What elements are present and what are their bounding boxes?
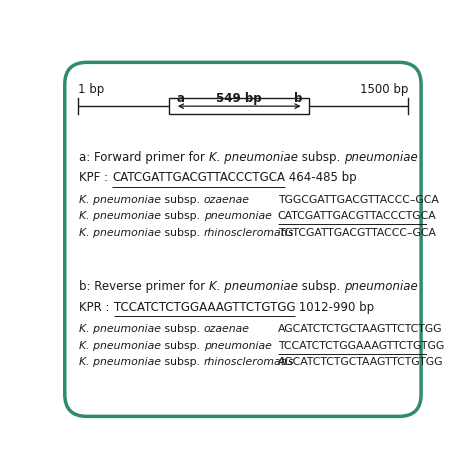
Text: AGCATCTCTGCTAAGTTCTGTGG: AGCATCTCTGCTAAGTTCTGTGG: [278, 357, 443, 367]
Text: 549 bp: 549 bp: [217, 92, 262, 105]
Text: 1 bp: 1 bp: [78, 83, 104, 96]
Text: TGTCGATTGACGTTACCC–GCA: TGTCGATTGACGTTACCC–GCA: [278, 228, 436, 238]
Text: K. pneumoniae: K. pneumoniae: [209, 151, 298, 164]
Text: subsp.: subsp.: [298, 151, 344, 164]
Text: subsp.: subsp.: [162, 357, 204, 367]
Text: pneumoniae: pneumoniae: [204, 211, 272, 221]
Text: rhinoscleromatis: rhinoscleromatis: [204, 357, 294, 367]
Text: pneumoniae: pneumoniae: [344, 151, 418, 164]
Text: 464-485 bp: 464-485 bp: [285, 171, 357, 184]
Text: CATCGATTGACGTTACCCTGCA: CATCGATTGACGTTACCCTGCA: [112, 171, 285, 184]
Text: TGGCGATTGACGTTACCC–GCA: TGGCGATTGACGTTACCC–GCA: [278, 195, 439, 205]
Text: TCCATCTCTGGAAAGTTCTGTGG: TCCATCTCTGGAAAGTTCTGTGG: [278, 341, 444, 351]
Text: K. pneumoniae: K. pneumoniae: [80, 357, 162, 367]
Text: 1500 bp: 1500 bp: [360, 83, 408, 96]
Text: K. pneumoniae: K. pneumoniae: [80, 228, 162, 238]
Text: a: Forward primer for: a: Forward primer for: [80, 151, 209, 164]
Text: KPR :: KPR :: [80, 301, 114, 313]
Text: subsp.: subsp.: [162, 211, 204, 221]
Text: b: b: [294, 92, 302, 105]
Text: TCCATCTCTGGAAAGTTCTGTGG: TCCATCTCTGGAAAGTTCTGTGG: [114, 301, 295, 313]
Text: K. pneumoniae: K. pneumoniae: [80, 324, 162, 335]
Text: pneumoniae: pneumoniae: [344, 281, 418, 293]
Text: subsp.: subsp.: [162, 228, 204, 238]
Text: b: Reverse primer for: b: Reverse primer for: [80, 281, 210, 293]
Text: CATCGATTGACGTTACCCTGCA: CATCGATTGACGTTACCCTGCA: [278, 211, 437, 221]
Bar: [169, 99, 309, 114]
Text: pneumoniae: pneumoniae: [204, 341, 272, 351]
Text: subsp.: subsp.: [162, 324, 204, 335]
Text: ozaenae: ozaenae: [204, 195, 250, 205]
Text: a: a: [176, 92, 184, 105]
Text: subsp.: subsp.: [298, 281, 344, 293]
Text: rhinoscleromatis: rhinoscleromatis: [204, 228, 294, 238]
FancyBboxPatch shape: [65, 63, 421, 416]
Text: ozaenae: ozaenae: [204, 324, 250, 335]
Text: subsp.: subsp.: [162, 341, 204, 351]
Text: K. pneumoniae: K. pneumoniae: [80, 211, 162, 221]
Text: subsp.: subsp.: [162, 195, 204, 205]
Text: 1012-990 bp: 1012-990 bp: [295, 301, 374, 313]
Text: K. pneumoniae: K. pneumoniae: [80, 195, 162, 205]
Text: K. pneumoniae: K. pneumoniae: [210, 281, 298, 293]
Text: KPF :: KPF :: [80, 171, 112, 184]
Text: AGCATCTCTGCTAAGTTCTCTGG: AGCATCTCTGCTAAGTTCTCTGG: [278, 324, 442, 335]
Text: K. pneumoniae: K. pneumoniae: [80, 341, 162, 351]
